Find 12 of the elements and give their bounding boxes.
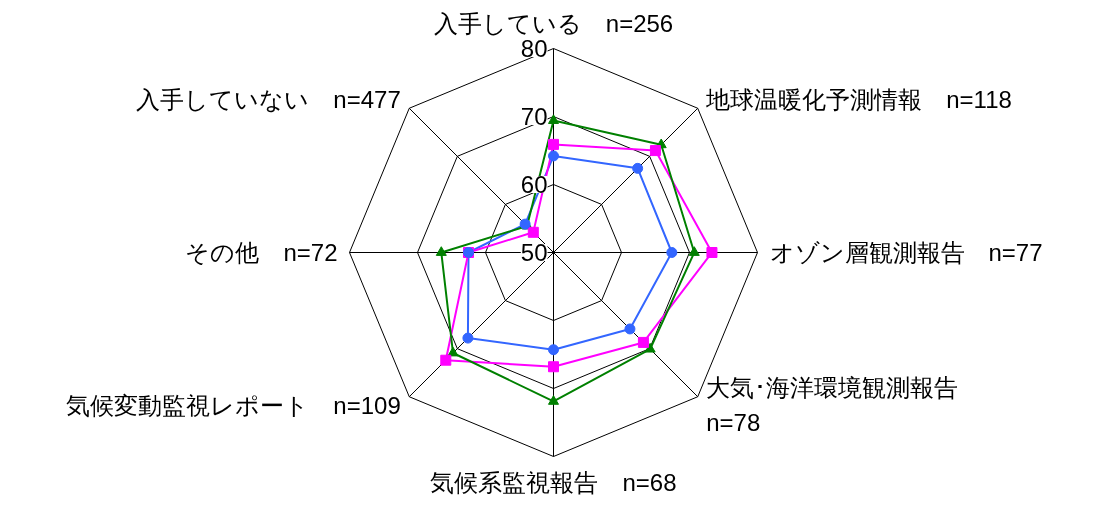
spoke-label: 大気･海洋環境観測報告 n=78	[706, 374, 959, 437]
spoke-label: 気候変動監視レポート n=109	[66, 391, 401, 419]
y-tick-label: 50	[520, 239, 548, 266]
y-tick-label: 80	[520, 35, 548, 62]
spoke-label: 入手していない n=477	[136, 86, 401, 114]
spoke-label: 入手している n=256	[433, 9, 674, 37]
spoke-label: オゾン層観測報告 n=77	[769, 239, 1043, 266]
y-tick-label: 60	[520, 171, 548, 198]
spoke-label: 気候系監視報告 n=68	[430, 468, 677, 496]
spoke-label: 地球温暖化予測情報 n=118	[705, 86, 1012, 114]
y-tick-label: 70	[520, 103, 548, 130]
spoke-label: その他 n=72	[185, 239, 338, 266]
